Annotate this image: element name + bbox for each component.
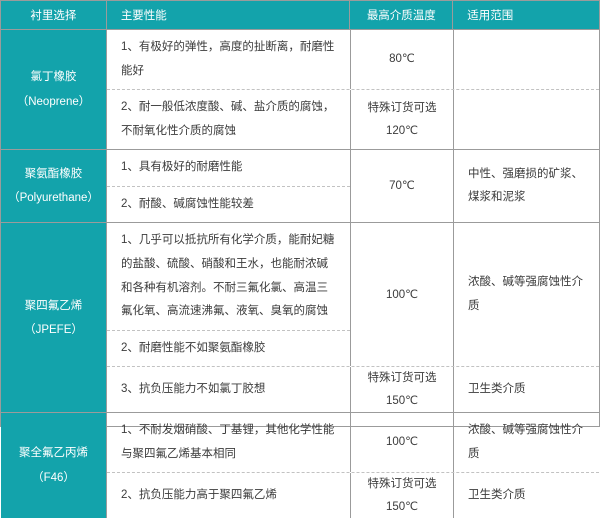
- performance-line: 与聚四氟乙烯基本相同: [121, 447, 236, 460]
- temperature-value: 特殊订货可选: [367, 478, 437, 491]
- performance-stack: 3、抗负压能力不如氯丁胶想: [107, 367, 351, 413]
- liner-name-cn: 聚四氟乙烯: [24, 299, 83, 312]
- performance-line: 的盐酸、硫酸、硝酸和王水，也能耐浓碱: [121, 257, 328, 270]
- column-header-temperature: 最高介质温度: [350, 1, 454, 29]
- sub-row-group: 1、几乎可以抵抗所有化学介质，能耐妃糖 的盐酸、硫酸、硝酸和王水，也能耐浓碱 和…: [107, 223, 599, 368]
- temperature-value: 120℃: [385, 124, 419, 137]
- range-line: 质: [468, 299, 480, 312]
- sub-row: 2、耐一般低浓度酸、碱、盐介质的腐蚀， 不耐氧化性介质的腐蚀 特殊订货可选 12…: [107, 90, 599, 150]
- performance-line: 1、有极好的弹性，高度的扯断离，耐磨性: [121, 41, 335, 53]
- performance-line: 2、耐酸、碱腐蚀性能较差: [121, 197, 254, 210]
- liner-name-cell: 氯丁橡胶 （Neoprene）: [1, 30, 107, 150]
- performance-line: 2、抗负压能力高于聚四氟乙烯: [121, 488, 277, 501]
- temperature-value: 100℃: [385, 288, 419, 301]
- performance-line: 2、耐一般低浓度酸、碱、盐介质的腐蚀，: [121, 101, 335, 114]
- temperature-value: 150℃: [385, 500, 419, 513]
- performance-cell: 2、耐酸、碱腐蚀性能较差: [107, 187, 350, 223]
- performance-line: 1、不耐发烟硝酸、丁基锂，其他化学性能: [121, 424, 335, 437]
- performance-line: 3、抗负压能力不如氯丁胶想: [121, 382, 266, 395]
- temperature-cell: 特殊订货可选 150℃: [351, 473, 454, 518]
- liner-name-cell: 聚四氟乙烯 （JPEFE）: [1, 223, 107, 413]
- performance-cell: 3、抗负压能力不如氯丁胶想: [107, 367, 350, 412]
- range-line: 浓酸、碱等强腐蚀性介: [468, 276, 583, 289]
- performance-cell: 1、几乎可以抵抗所有化学介质，能耐妃糖 的盐酸、硫酸、硝酸和王水，也能耐浓碱 和…: [107, 223, 350, 331]
- performance-line: 氟化氧、高流速沸氟、液氧、臭氧的腐蚀: [121, 305, 328, 318]
- performance-cell: 2、耐一般低浓度酸、碱、盐介质的腐蚀， 不耐氧化性介质的腐蚀: [107, 90, 351, 150]
- performance-line: 能好: [121, 64, 144, 77]
- performance-line: 2、耐磨性能不如聚氨酯橡胶: [121, 341, 266, 354]
- range-line: 煤浆和泥浆: [468, 191, 526, 204]
- range-cell: 浓酸、碱等强腐蚀性介 质: [454, 223, 599, 366]
- range-line: 中性、强磨损的矿浆、: [468, 167, 583, 180]
- temperature-cell: 100℃: [351, 413, 454, 473]
- temperature-value: 150℃: [385, 394, 419, 407]
- performance-cell: 1、不耐发烟硝酸、丁基锂，其他化学性能 与聚四氟乙烯基本相同: [107, 413, 350, 472]
- range-line: 卫生类介质: [468, 488, 526, 501]
- performance-line: 1、具有极好的耐磨性能: [121, 161, 243, 174]
- temperature-value: 80℃: [389, 53, 415, 66]
- range-cell: 卫生类介质: [454, 473, 599, 518]
- section-right: 1、有极好的弹性，高度的扯断离，耐磨性 能好 80℃ 2、耐一般低浓度酸、碱、盐…: [107, 30, 599, 150]
- liner-name-cn: 聚全氟乙丙烯: [19, 447, 88, 460]
- range-line: 浓酸、碱等强腐蚀性介: [468, 424, 583, 437]
- performance-line: 1、几乎可以抵抗所有化学介质，能耐妃糖: [121, 234, 335, 247]
- range-line: 卫生类介质: [468, 382, 526, 395]
- performance-cell: 2、抗负压能力高于聚四氟乙烯: [107, 473, 350, 518]
- performance-line: 不耐氧化性介质的腐蚀: [121, 124, 236, 137]
- liner-name-cn: 聚氨酯橡胶: [24, 168, 83, 181]
- liner-name-en: （Neoprene）: [16, 95, 91, 108]
- table-body: 氯丁橡胶 （Neoprene） 1、有极好的弹性，高度的扯断离，耐磨性 能好 8…: [1, 30, 599, 518]
- temperature-value: 70℃: [389, 180, 415, 193]
- table-row: 氯丁橡胶 （Neoprene） 1、有极好的弹性，高度的扯断离，耐磨性 能好 8…: [1, 30, 599, 151]
- range-line: 质: [468, 447, 480, 460]
- table-header-row: 衬里选择 主要性能 最高介质温度 适用范围: [1, 1, 599, 30]
- column-header-range: 适用范围: [453, 1, 599, 29]
- liner-name-en: （Polyurethane）: [8, 192, 99, 205]
- temperature-cell: 100℃: [351, 223, 454, 367]
- temperature-cell: 80℃: [351, 30, 454, 90]
- temperature-cell: 特殊订货可选 150℃: [351, 367, 454, 413]
- performance-stack: 2、抗负压能力高于聚四氟乙烯: [107, 473, 351, 518]
- sub-row-group: 1、不耐发烟硝酸、丁基锂，其他化学性能 与聚四氟乙烯基本相同 100℃ 浓酸、碱…: [107, 413, 599, 474]
- temperature-value: 特殊订货可选: [367, 102, 437, 115]
- performance-stack: 1、几乎可以抵抗所有化学介质，能耐妃糖 的盐酸、硫酸、硝酸和王水，也能耐浓碱 和…: [107, 223, 351, 367]
- sub-row: 1、有极好的弹性，高度的扯断离，耐磨性 能好 80℃: [107, 30, 599, 91]
- temperature-value: 100℃: [385, 436, 419, 449]
- liner-name-cell: 聚全氟乙丙烯 （F46）: [1, 413, 107, 518]
- temperature-cell: 70℃: [351, 150, 454, 223]
- performance-stack: 1、不耐发烟硝酸、丁基锂，其他化学性能 与聚四氟乙烯基本相同: [107, 413, 351, 473]
- performance-cell: 1、具有极好的耐磨性能: [107, 150, 350, 187]
- liner-name-en: （JPEFE）: [24, 323, 83, 336]
- range-cell: 卫生类介质: [454, 367, 599, 412]
- liner-name-cell: 聚氨酯橡胶 （Polyurethane）: [1, 150, 107, 223]
- table-row: 聚全氟乙丙烯 （F46） 1、不耐发烟硝酸、丁基锂，其他化学性能 与聚四氟乙烯基…: [1, 413, 599, 518]
- column-header-liner: 衬里选择: [1, 1, 107, 29]
- liner-name-en: （F46）: [32, 471, 75, 484]
- liner-name-cn: 氯丁橡胶: [30, 71, 77, 84]
- section-groups: 1、不耐发烟硝酸、丁基锂，其他化学性能 与聚四氟乙烯基本相同 100℃ 浓酸、碱…: [107, 413, 599, 518]
- range-cell: 浓酸、碱等强腐蚀性介 质: [454, 413, 599, 472]
- section-groups: 1、几乎可以抵抗所有化学介质，能耐妃糖 的盐酸、硫酸、硝酸和王水，也能耐浓碱 和…: [107, 223, 599, 413]
- temperature-cell: 特殊订货可选 120℃: [351, 90, 454, 150]
- sub-row-group: 2、抗负压能力高于聚四氟乙烯 特殊订货可选 150℃ 卫生类介质: [107, 473, 599, 518]
- performance-line: 和各种有机溶剂。不耐三氟化氯、高温三: [121, 281, 328, 294]
- sub-row-group: 3、抗负压能力不如氯丁胶想 特殊订货可选 150℃ 卫生类介质: [107, 367, 599, 413]
- performance-cell: 1、有极好的弹性，高度的扯断离，耐磨性 能好: [107, 30, 351, 90]
- column-header-performance: 主要性能: [106, 1, 351, 29]
- temperature-value: 特殊订货可选: [367, 372, 437, 385]
- table-row: 聚四氟乙烯 （JPEFE） 1、几乎可以抵抗所有化学介质，能耐妃糖 的盐酸、硫酸…: [1, 223, 599, 414]
- performance-stack: 1、具有极好的耐磨性能 2、耐酸、碱腐蚀性能较差: [107, 150, 351, 223]
- range-cell: 中性、强磨损的矿浆、 煤浆和泥浆: [454, 150, 599, 222]
- performance-cell: 2、耐磨性能不如聚氨酯橡胶: [107, 331, 350, 367]
- table-row: 聚氨酯橡胶 （Polyurethane） 1、具有极好的耐磨性能 2、耐酸、碱腐…: [1, 150, 599, 224]
